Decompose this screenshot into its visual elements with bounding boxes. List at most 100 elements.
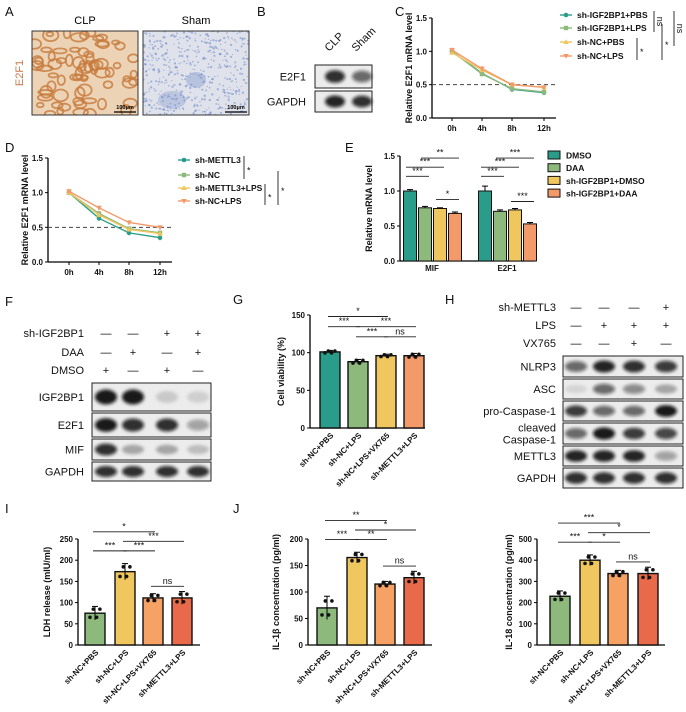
data-point	[509, 82, 515, 88]
condition-mark: +	[631, 320, 637, 332]
significance-label: *	[384, 519, 388, 529]
lane-label: Sham	[350, 25, 379, 54]
x-tick-label: sh-NC+LPS+VX765	[566, 648, 624, 706]
data-point	[417, 572, 421, 576]
data-point	[96, 216, 102, 221]
condition-mark: —	[162, 347, 173, 359]
data-point	[407, 355, 411, 359]
significance-label: ***	[487, 166, 498, 176]
y-tick-label: 0.5	[416, 81, 428, 90]
blot-band	[156, 444, 178, 455]
significance-label: *	[602, 532, 606, 542]
data-point	[586, 555, 591, 559]
data-point	[647, 575, 652, 580]
data-point	[185, 592, 189, 596]
data-point	[66, 189, 72, 195]
data-point	[360, 552, 364, 557]
blot-row-mif: MIF	[65, 438, 212, 461]
data-point	[181, 199, 187, 204]
data-point	[126, 226, 132, 232]
panel-label-E: E	[345, 140, 354, 155]
data-point	[157, 225, 163, 231]
significance-label: ***	[412, 166, 423, 176]
bar-sh-METTL3+LPS	[403, 354, 425, 429]
data-point	[384, 583, 389, 588]
blot-row-asc: ASC	[533, 378, 684, 400]
legend-item: DMSO	[547, 150, 592, 161]
bar-sh-NC+LPS	[114, 570, 136, 646]
y-tick-label: 0.0	[416, 114, 428, 123]
blot-label: cleaved	[518, 423, 556, 435]
series-sh-NC+PBS	[449, 49, 547, 90]
y-tick-label: 100	[60, 599, 74, 608]
y-tick-label: 150	[290, 562, 304, 571]
data-point	[149, 593, 154, 598]
condition-mark: +	[663, 320, 669, 332]
series-line	[68, 192, 161, 239]
data-point	[156, 593, 160, 598]
significance-label: **	[367, 529, 375, 539]
bar-sh-IGF2BP1+DAA-MIF	[448, 212, 462, 262]
blot-band	[95, 443, 117, 456]
blot-label: MIF	[65, 445, 84, 457]
x-tick-label: sh-METTL3+LPS	[368, 431, 420, 483]
series-line	[68, 190, 161, 229]
panel-labels: A B C D E F G H I J	[5, 4, 454, 516]
data-point	[541, 85, 547, 91]
condition-label: LPS	[535, 320, 556, 332]
condition-label: VX765	[523, 338, 556, 350]
significance-label: ***	[570, 532, 581, 542]
data-point	[181, 157, 187, 163]
blot-label: Caspase-1	[503, 435, 556, 447]
x-tick-label: 4h	[94, 268, 103, 277]
bar-DAA-E2F1	[493, 210, 507, 262]
significance-label: ns	[628, 551, 638, 561]
bar-sh-NC+LPS+VX765	[375, 354, 397, 429]
blot-band	[655, 384, 677, 394]
condition-mark: +	[601, 320, 607, 332]
data-point	[350, 558, 354, 563]
data-point	[356, 558, 361, 563]
legend-item: sh-METTL3+LPS	[178, 183, 263, 193]
blot-label: E2F1	[280, 72, 306, 84]
significance-label: **	[436, 148, 444, 158]
significance-label: *	[122, 521, 126, 531]
data-point	[178, 592, 183, 596]
significance-label: *	[665, 40, 669, 50]
legend-label: sh-IGF2BP1+PBS	[577, 10, 648, 20]
significance-label: *	[281, 186, 285, 196]
condition-label: sh-METTL3	[499, 302, 556, 314]
blot-band	[156, 466, 178, 477]
significance-label: ***	[105, 540, 116, 550]
panel-label-G: G	[233, 292, 243, 307]
blot-label: METTL3	[514, 451, 556, 463]
series-line	[451, 50, 545, 93]
data-point	[118, 574, 122, 579]
legend-item: sh-NC	[178, 170, 220, 180]
data-point	[121, 565, 126, 569]
significance-label: *	[356, 306, 360, 316]
blot-label: IGF2BP1	[39, 392, 84, 404]
blot-band	[187, 444, 209, 455]
y-tick-label: 100	[519, 620, 533, 629]
blot-band	[565, 384, 587, 394]
blot-label: GAPDH	[267, 97, 306, 109]
significance-label: ns	[675, 24, 685, 34]
legend-swatch	[547, 175, 561, 185]
significance-label: ***	[134, 540, 145, 550]
bar-DAA-MIF	[418, 207, 432, 262]
significance-label: ***	[584, 513, 595, 523]
data-point	[583, 561, 587, 566]
x-tick-label: 12h	[537, 124, 551, 133]
condition-mark: —	[629, 302, 640, 314]
data-point	[181, 172, 187, 178]
y-tick-label: 1.5	[32, 154, 44, 163]
scale-bar-label: 100μm	[116, 105, 134, 111]
blot-band	[593, 405, 615, 417]
x-tick-label: E2F1	[497, 264, 517, 273]
data-point	[541, 89, 547, 95]
bar-sh-NC+PBS	[319, 351, 341, 429]
blot-band	[593, 450, 615, 462]
condition-mark: —	[128, 365, 139, 377]
blot-band	[593, 360, 615, 373]
